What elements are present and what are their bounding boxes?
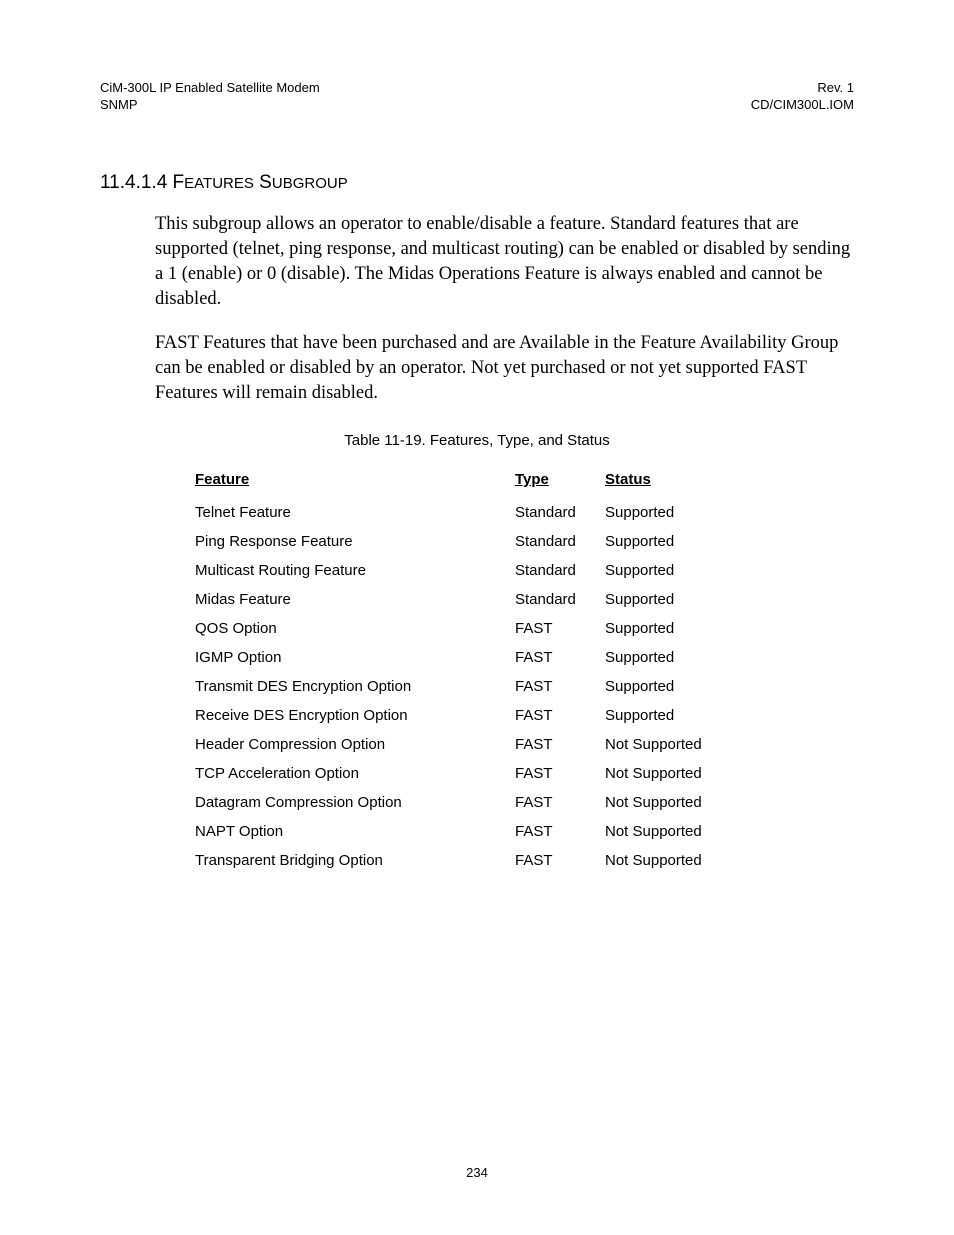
cell-status: Not Supported — [605, 759, 725, 788]
cell-type: FAST — [515, 614, 605, 643]
table-row: Transmit DES Encryption OptionFASTSuppor… — [195, 672, 725, 701]
title-w2-cap: S — [259, 172, 272, 193]
paragraph-1: This subgroup allows an operator to enab… — [155, 212, 854, 312]
col-header-status: Status — [605, 471, 725, 498]
table-row: TCP Acceleration OptionFASTNot Supported — [195, 759, 725, 788]
page-header: CiM-300L IP Enabled Satellite Modem SNMP… — [100, 80, 854, 114]
cell-feature: Transparent Bridging Option — [195, 846, 515, 875]
table-row: Ping Response FeatureStandardSupported — [195, 527, 725, 556]
cell-type: FAST — [515, 643, 605, 672]
paragraph-2: FAST Features that have been purchased a… — [155, 331, 854, 406]
cell-feature: IGMP Option — [195, 643, 515, 672]
cell-type: FAST — [515, 701, 605, 730]
title-w1-rest: EATURES — [184, 175, 254, 192]
cell-type: FAST — [515, 759, 605, 788]
table-row: Datagram Compression OptionFASTNot Suppo… — [195, 788, 725, 817]
cell-feature: Receive DES Encryption Option — [195, 701, 515, 730]
table-row: Telnet FeatureStandardSupported — [195, 498, 725, 527]
cell-feature: QOS Option — [195, 614, 515, 643]
header-left-line1: CiM-300L IP Enabled Satellite Modem — [100, 80, 320, 97]
table-row: Transparent Bridging OptionFASTNot Suppo… — [195, 846, 725, 875]
cell-status: Supported — [605, 701, 725, 730]
cell-type: Standard — [515, 527, 605, 556]
cell-status: Supported — [605, 498, 725, 527]
cell-feature: Datagram Compression Option — [195, 788, 515, 817]
cell-type: Standard — [515, 498, 605, 527]
cell-type: FAST — [515, 846, 605, 875]
header-left-line2: SNMP — [100, 97, 320, 114]
table-row: Receive DES Encryption OptionFASTSupport… — [195, 701, 725, 730]
cell-status: Supported — [605, 556, 725, 585]
table-caption: Table 11-19. Features, Type, and Status — [100, 432, 854, 449]
cell-feature: Transmit DES Encryption Option — [195, 672, 515, 701]
cell-status: Supported — [605, 643, 725, 672]
cell-status: Supported — [605, 672, 725, 701]
cell-feature: Midas Feature — [195, 585, 515, 614]
col-header-type: Type — [515, 471, 605, 498]
section-heading: 11.4.1.4 FEATURES SUBGROUP — [100, 172, 854, 194]
cell-type: FAST — [515, 672, 605, 701]
cell-status: Supported — [605, 614, 725, 643]
cell-feature: Telnet Feature — [195, 498, 515, 527]
cell-status: Supported — [605, 527, 725, 556]
page-number: 234 — [0, 1165, 954, 1180]
cell-type: Standard — [515, 585, 605, 614]
table-row: NAPT OptionFASTNot Supported — [195, 817, 725, 846]
features-table: Feature Type Status Telnet FeatureStanda… — [195, 471, 725, 875]
cell-feature: Header Compression Option — [195, 730, 515, 759]
table-row: QOS OptionFASTSupported — [195, 614, 725, 643]
table-row: IGMP OptionFASTSupported — [195, 643, 725, 672]
table-header-row: Feature Type Status — [195, 471, 725, 498]
cell-feature: Multicast Routing Feature — [195, 556, 515, 585]
cell-status: Not Supported — [605, 846, 725, 875]
cell-type: FAST — [515, 817, 605, 846]
cell-status: Not Supported — [605, 730, 725, 759]
cell-feature: TCP Acceleration Option — [195, 759, 515, 788]
title-w1-cap: F — [173, 172, 185, 193]
cell-status: Not Supported — [605, 788, 725, 817]
table-body: Telnet FeatureStandardSupported Ping Res… — [195, 498, 725, 875]
table-row: Header Compression OptionFASTNot Support… — [195, 730, 725, 759]
section-title: FEATURES SUBGROUP — [173, 172, 348, 193]
cell-status: Not Supported — [605, 817, 725, 846]
col-header-feature: Feature — [195, 471, 515, 498]
cell-type: FAST — [515, 730, 605, 759]
header-right: Rev. 1 CD/CIM300L.IOM — [751, 80, 854, 114]
cell-status: Supported — [605, 585, 725, 614]
table-row: Multicast Routing FeatureStandardSupport… — [195, 556, 725, 585]
cell-feature: NAPT Option — [195, 817, 515, 846]
title-w2-rest: UBGROUP — [272, 175, 348, 192]
cell-type: FAST — [515, 788, 605, 817]
table-row: Midas FeatureStandardSupported — [195, 585, 725, 614]
header-left: CiM-300L IP Enabled Satellite Modem SNMP — [100, 80, 320, 114]
cell-type: Standard — [515, 556, 605, 585]
header-right-line2: CD/CIM300L.IOM — [751, 97, 854, 114]
header-right-line1: Rev. 1 — [751, 80, 854, 97]
document-page: CiM-300L IP Enabled Satellite Modem SNMP… — [0, 0, 954, 1235]
cell-feature: Ping Response Feature — [195, 527, 515, 556]
section-number: 11.4.1.4 — [100, 172, 167, 193]
